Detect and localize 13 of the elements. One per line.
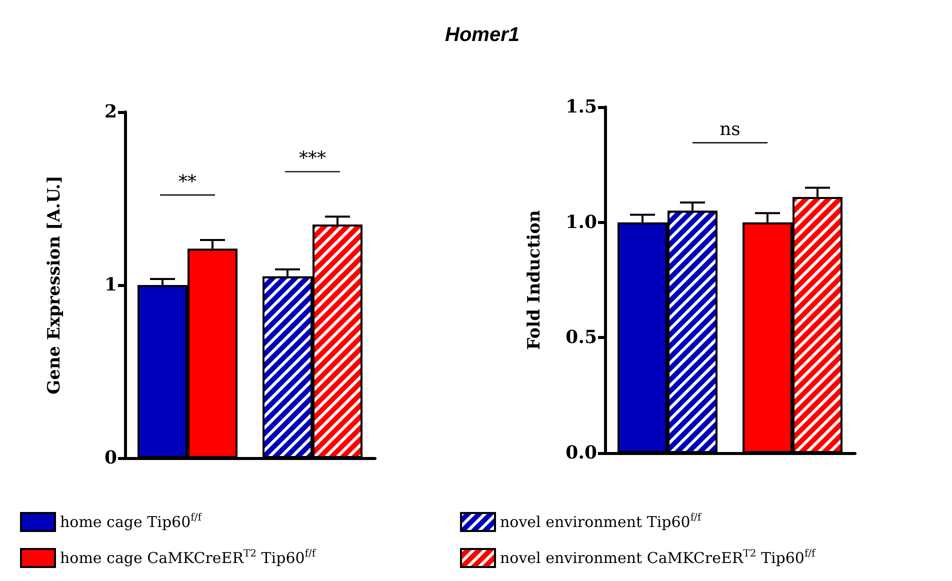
y-axis-title: Fold Induction [524,210,544,350]
y-tick-label: 0.0 [566,442,597,464]
y-tick-label: 2 [104,102,117,122]
y-tick-label: 1.0 [566,212,597,233]
y-tick-label: 0.5 [566,327,597,348]
chart-title: Homer1 [445,24,520,46]
y-tick-label: 1 [104,274,117,296]
annotation: ** [178,172,196,193]
annotation: ns [720,119,740,140]
y-tick-label: 1.5 [566,96,597,118]
y-axis-title: Gene Expression [A.U.] [44,176,64,394]
y-tick-label: 0 [104,448,117,468]
annotation: *** [299,148,326,170]
